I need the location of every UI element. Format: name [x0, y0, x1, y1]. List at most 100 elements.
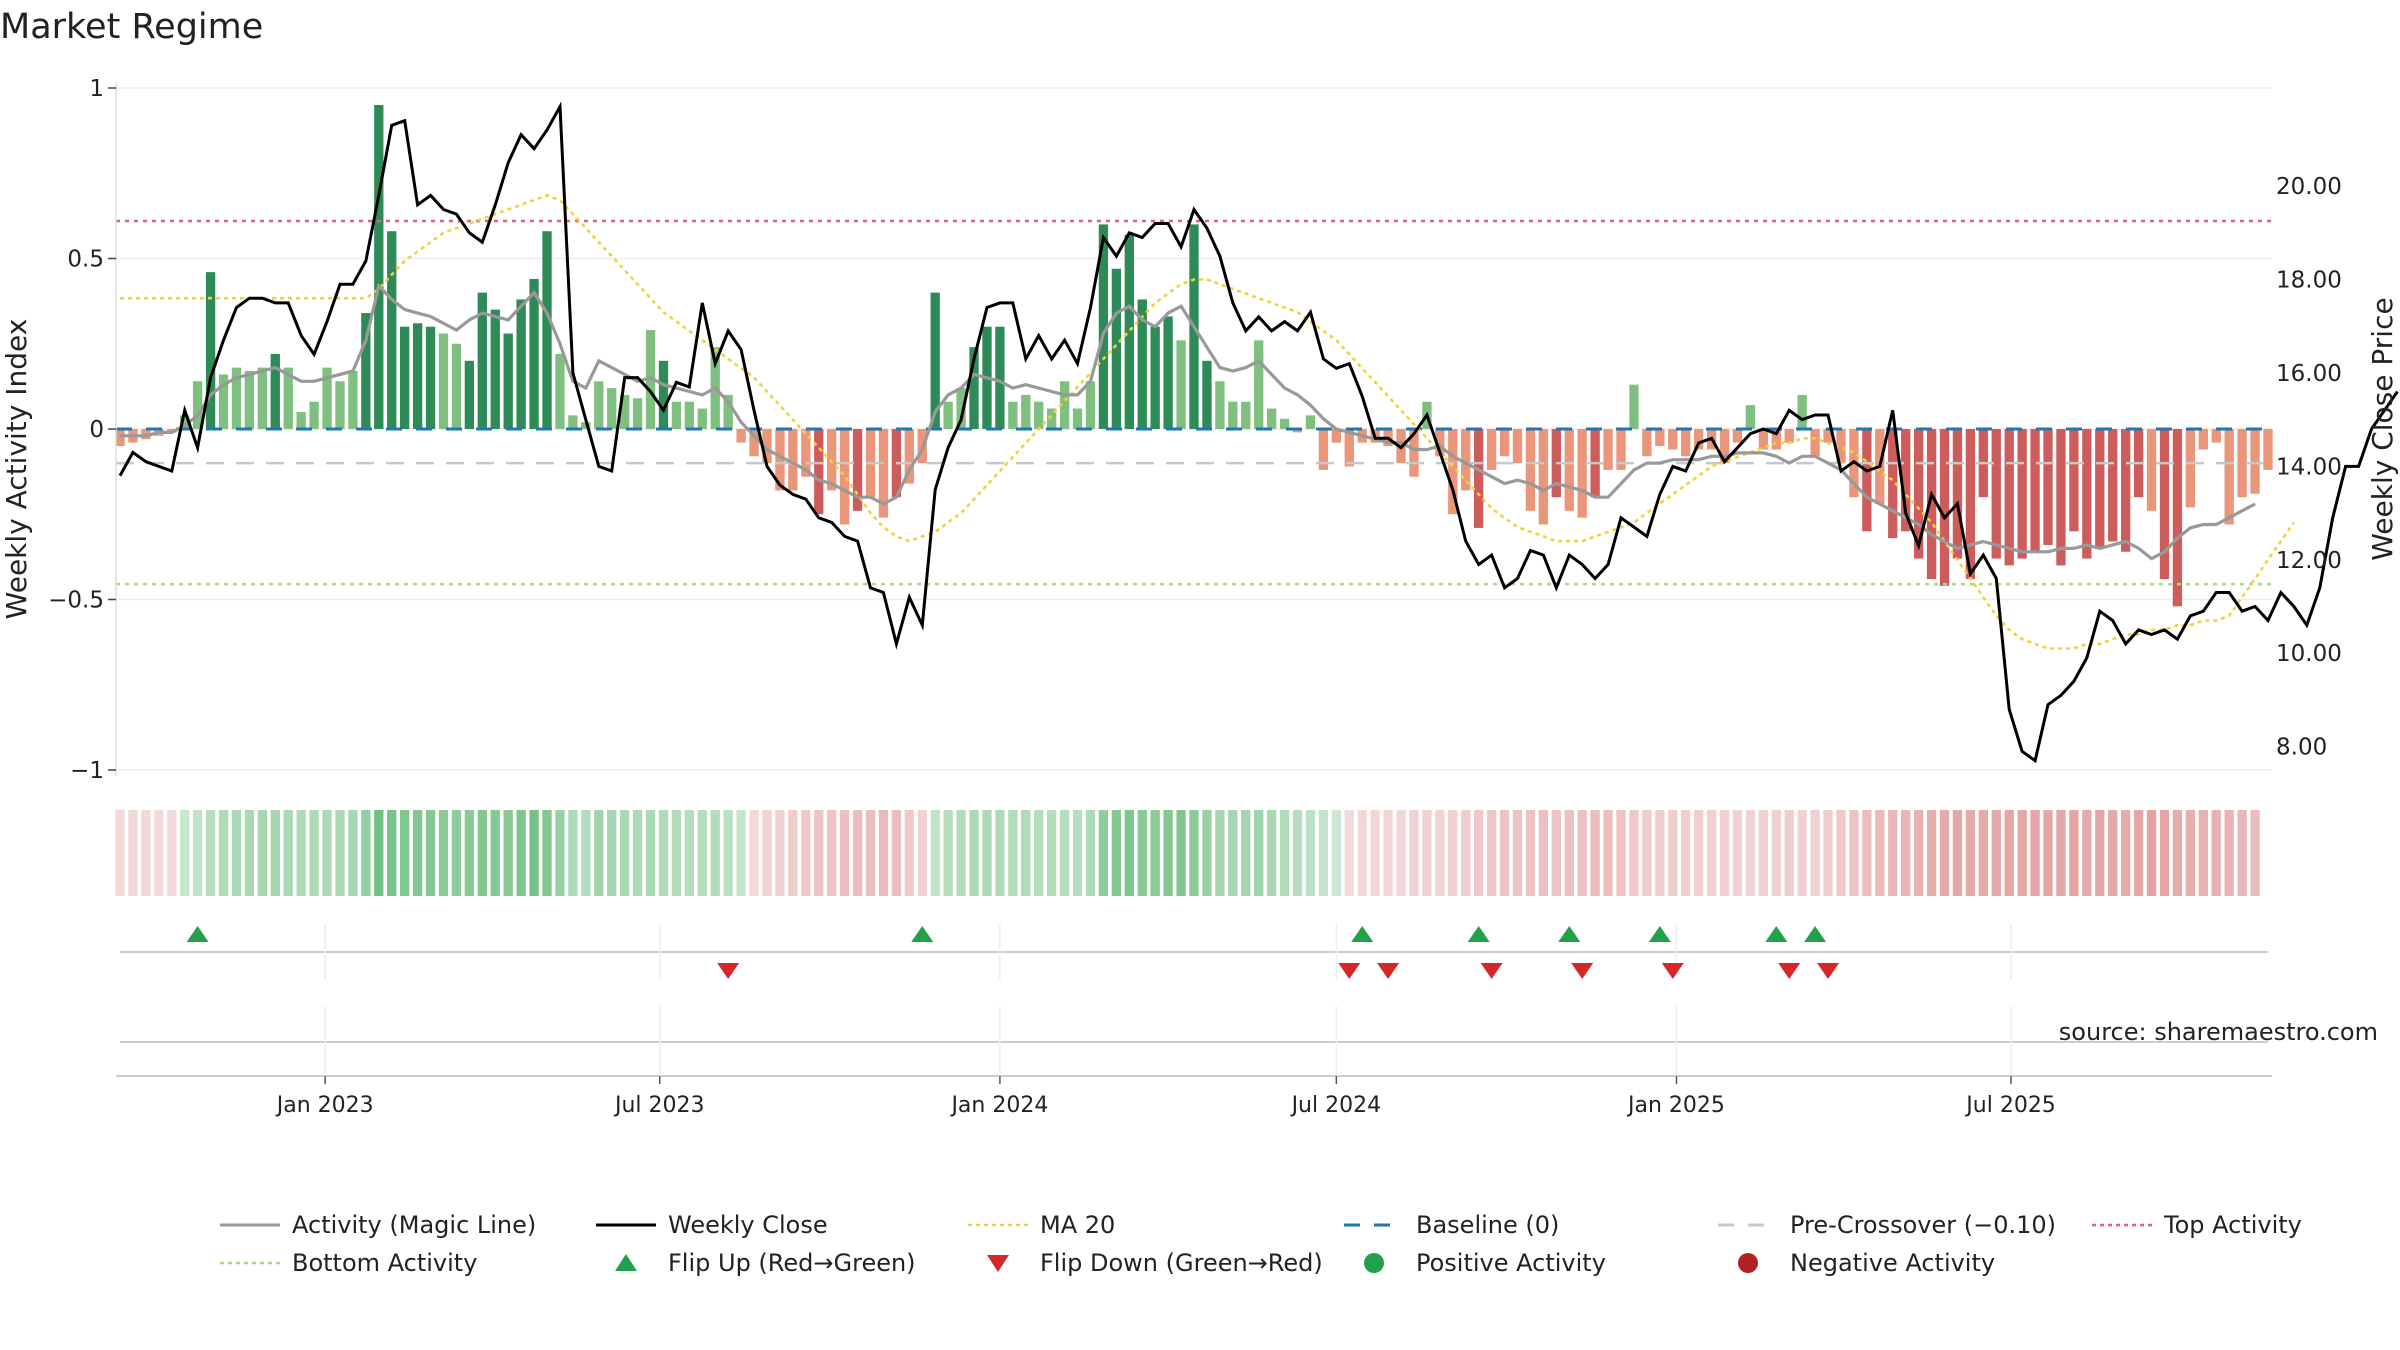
regime-cell — [775, 810, 785, 896]
regime-cell — [1668, 810, 1678, 896]
activity-bar — [503, 333, 513, 429]
flip-down-marker — [1571, 963, 1594, 979]
regime-cell — [1926, 810, 1937, 896]
activity-bar — [775, 429, 785, 491]
activity-bar — [904, 429, 914, 484]
regime-cell — [1616, 810, 1626, 896]
right-tick-label: 20.00 — [2276, 174, 2342, 200]
regime-cell — [1771, 810, 1781, 896]
activity-bar — [2069, 429, 2079, 532]
legend-label: Baseline (0) — [1416, 1211, 1559, 1239]
x-tick-label: Jul 2025 — [1964, 1093, 2056, 1118]
activity-bar — [2146, 429, 2157, 511]
activity-bar — [619, 394, 630, 429]
activity-bar — [2108, 429, 2118, 542]
activity-bar — [1254, 340, 1264, 429]
activity-bar — [658, 360, 669, 429]
regime-cell — [400, 810, 410, 896]
activity-bar — [2159, 429, 2170, 580]
legend-item: Weekly Close — [596, 1211, 828, 1239]
regime-cell — [1642, 810, 1652, 896]
regime-cell — [671, 810, 682, 896]
regime-cell — [1059, 810, 1070, 896]
regime-cell — [1008, 810, 1018, 896]
regime-cell — [2095, 810, 2105, 896]
right-tick-label: 10.00 — [2276, 641, 2342, 667]
regime-cell — [412, 810, 423, 896]
regime-cell — [542, 810, 552, 896]
regime-cell — [1706, 810, 1717, 896]
activity-bar — [192, 381, 203, 429]
activity-bar — [1409, 429, 1419, 477]
flip-up-marker — [1467, 926, 1490, 942]
regime-cell — [503, 810, 513, 896]
regime-cell — [1124, 810, 1134, 896]
regime-cell — [581, 810, 591, 896]
x-tick-label: Jan 2025 — [1626, 1093, 1725, 1118]
flip-up-marker — [1804, 926, 1827, 942]
activity-bar — [684, 401, 695, 429]
activity-bar — [257, 367, 267, 429]
activity-bar — [2004, 429, 2014, 566]
activity-bar — [594, 381, 604, 429]
regime-cell — [1875, 810, 1885, 896]
activity-bar — [1771, 429, 1781, 450]
activity-bar — [2224, 429, 2234, 525]
regime-cell — [348, 810, 358, 896]
regime-cell — [1137, 810, 1147, 896]
right-tick-label: 18.00 — [2276, 268, 2342, 294]
activity-bar — [723, 394, 733, 429]
activity-bar — [1538, 429, 1549, 525]
regime-cell — [1021, 810, 1031, 896]
right-tick-label: 8.00 — [2276, 735, 2327, 761]
regime-cell — [852, 810, 863, 896]
activity-bar — [296, 411, 306, 429]
regime-cell — [2108, 810, 2118, 896]
activity-bar — [943, 401, 953, 429]
regime-cell — [878, 810, 889, 896]
regime-cell — [1681, 810, 1691, 896]
left-tick-label: 0 — [89, 417, 104, 443]
right-tick-label: 12.00 — [2276, 548, 2342, 574]
legend-label: Negative Activity — [1790, 1249, 1995, 1277]
activity-bar — [412, 323, 423, 429]
activity-bar — [542, 231, 552, 429]
regime-cell — [322, 810, 332, 896]
activity-bar — [1732, 429, 1743, 443]
activity-bar — [1124, 234, 1134, 429]
regime-cell — [555, 810, 565, 896]
regime-cell — [335, 810, 345, 896]
activity-bar — [736, 429, 746, 443]
regime-cell — [516, 810, 526, 896]
legend-item: Flip Down (Green→Red) — [987, 1249, 1323, 1277]
regime-cell — [917, 810, 927, 896]
regime-cell — [231, 810, 242, 896]
regime-cell — [2056, 810, 2066, 896]
activity-bar — [671, 401, 682, 429]
regime-cell — [1590, 810, 1600, 896]
x-tick-label: Jan 2023 — [275, 1093, 374, 1118]
regime-cell — [801, 810, 811, 896]
regime-cell — [1409, 810, 1419, 896]
activity-bar — [425, 326, 436, 429]
activity-bar — [309, 401, 319, 429]
weekly-close-line — [118, 101, 2399, 764]
regime-cell — [2172, 810, 2183, 896]
regime-cell — [1823, 810, 1833, 896]
regime-cell — [1228, 810, 1238, 896]
flip-down-marker — [1661, 963, 1684, 979]
activity-bar — [1525, 429, 1536, 511]
activity-bar — [1228, 401, 1238, 429]
regime-cell — [529, 810, 539, 896]
flip-up-marker — [1648, 926, 1671, 942]
regime-cell — [1383, 810, 1393, 896]
regime-cell — [1189, 810, 1199, 896]
regime-cell — [723, 810, 733, 896]
activity-bar — [1952, 429, 1963, 559]
regime-cell — [2250, 810, 2260, 896]
activity-bar — [1499, 429, 1510, 457]
flip-down-marker — [1778, 963, 1801, 979]
activity-bar — [529, 278, 539, 429]
